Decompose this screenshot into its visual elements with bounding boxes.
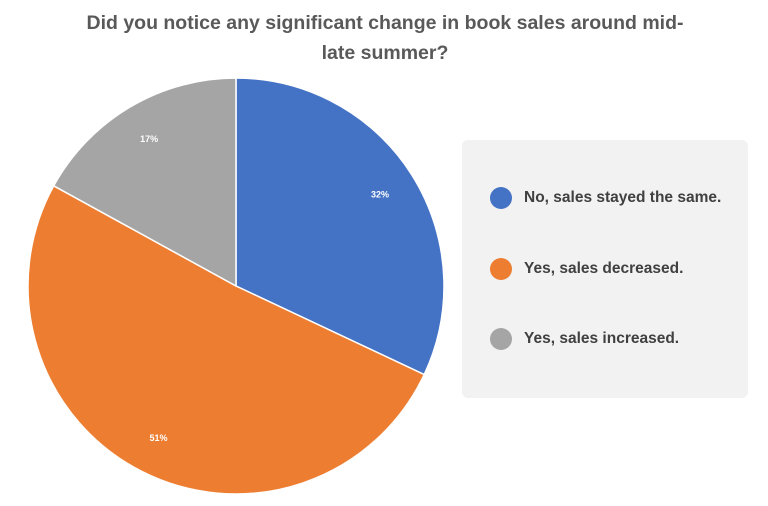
legend-label: No, sales stayed the same. (524, 189, 722, 206)
legend-marker-blue (490, 187, 512, 209)
legend-label: Yes, sales increased. (524, 330, 680, 347)
legend: No, sales stayed the same. Yes, sales de… (462, 140, 748, 398)
legend-item-decreased: Yes, sales decreased. (490, 256, 683, 282)
pie-slice-stayed-same (235, 77, 445, 376)
pie-slice-increased (52, 77, 237, 288)
legend-item-stayed-same: No, sales stayed the same. (490, 185, 721, 211)
chart-title: Did you notice any significant change in… (60, 8, 710, 68)
legend-item-increased: Yes, sales increased. (490, 326, 679, 352)
legend-marker-orange (490, 258, 512, 280)
chart-title-line-1: Did you notice any significant change in… (86, 12, 684, 34)
data-label: 51% (150, 433, 168, 443)
pie-slice-decreased (27, 184, 426, 495)
data-label: 17% (140, 134, 158, 144)
chart-title-line-2: late summer? (321, 42, 449, 64)
legend-label: Yes, sales decreased. (524, 260, 684, 277)
data-label: 32% (371, 190, 389, 200)
legend-marker-gray (490, 328, 512, 350)
